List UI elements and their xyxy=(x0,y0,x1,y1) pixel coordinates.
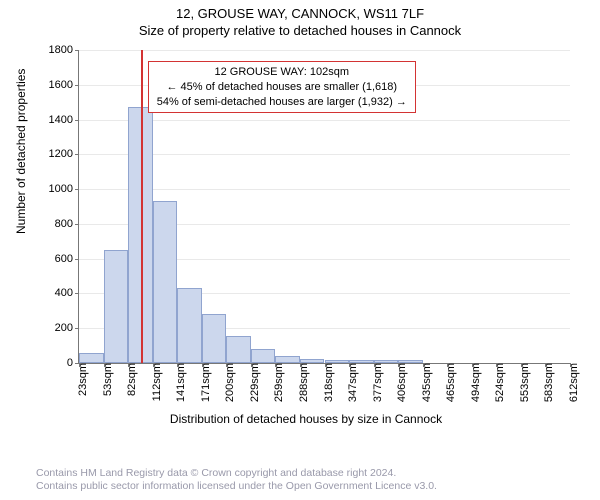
x-tick-label: 141sqm xyxy=(173,363,187,402)
x-tick-label: 435sqm xyxy=(419,363,433,402)
histogram-bar xyxy=(398,360,423,363)
y-axis-label: Number of detached properties xyxy=(14,69,28,234)
x-tick-label: 406sqm xyxy=(394,363,408,402)
gridline xyxy=(79,154,570,155)
x-tick-label: 494sqm xyxy=(468,363,482,402)
property-marker-line xyxy=(141,50,143,363)
x-axis-label: Distribution of detached houses by size … xyxy=(32,412,580,426)
page-title-line2: Size of property relative to detached ho… xyxy=(0,21,600,42)
annotation-line: 12 GROUSE WAY: 102sqm xyxy=(157,65,407,80)
x-tick-label: 23sqm xyxy=(75,363,89,396)
gridline xyxy=(79,189,570,190)
histogram-bar xyxy=(153,201,178,363)
histogram-bar xyxy=(226,336,251,363)
x-tick-label: 82sqm xyxy=(124,363,138,396)
gridline xyxy=(79,120,570,121)
x-tick-label: 53sqm xyxy=(100,363,114,396)
annotation-box: 12 GROUSE WAY: 102sqm← 45% of detached h… xyxy=(148,61,416,114)
x-tick-label: 583sqm xyxy=(541,363,555,402)
x-tick-label: 465sqm xyxy=(443,363,457,402)
y-tick-label: 200 xyxy=(55,322,79,334)
x-tick-label: 259sqm xyxy=(271,363,285,402)
histogram-bar xyxy=(251,349,276,363)
footer-line: Contains HM Land Registry data © Crown c… xyxy=(36,467,437,481)
x-tick-label: 377sqm xyxy=(370,363,384,402)
footer-line: Contains public sector information licen… xyxy=(36,480,437,494)
y-tick-label: 1800 xyxy=(49,44,79,56)
annotation-line: ← 45% of detached houses are smaller (1,… xyxy=(157,80,407,95)
gridline xyxy=(79,50,570,51)
x-tick-label: 524sqm xyxy=(492,363,506,402)
y-tick-label: 1200 xyxy=(49,148,79,160)
page-title-line1: 12, GROUSE WAY, CANNOCK, WS11 7LF xyxy=(0,0,600,21)
histogram-bar xyxy=(79,353,104,363)
chart-container: Number of detached properties 0200400600… xyxy=(32,44,580,424)
y-tick-label: 400 xyxy=(55,287,79,299)
x-tick-label: 612sqm xyxy=(566,363,580,402)
histogram-bar xyxy=(275,356,300,363)
footer-attribution: Contains HM Land Registry data © Crown c… xyxy=(36,467,437,494)
y-tick-label: 800 xyxy=(55,218,79,230)
y-tick-label: 1000 xyxy=(49,183,79,195)
histogram-bar xyxy=(202,314,227,363)
histogram-bar xyxy=(177,288,202,363)
x-tick-label: 553sqm xyxy=(517,363,531,402)
x-tick-label: 318sqm xyxy=(321,363,335,402)
histogram-bar xyxy=(300,359,325,363)
y-tick-label: 1600 xyxy=(49,79,79,91)
x-tick-label: 112sqm xyxy=(149,363,163,401)
histogram-bar xyxy=(374,360,399,363)
x-tick-label: 229sqm xyxy=(247,363,261,402)
x-tick-label: 347sqm xyxy=(345,363,359,402)
x-tick-label: 288sqm xyxy=(296,363,310,402)
plot-area: 02004006008001000120014001600180023sqm53… xyxy=(78,50,570,364)
histogram-bar xyxy=(325,360,350,363)
histogram-bar xyxy=(104,250,129,363)
annotation-line: 54% of semi-detached houses are larger (… xyxy=(157,95,407,110)
y-tick-label: 600 xyxy=(55,253,79,265)
histogram-bar xyxy=(349,360,374,363)
x-tick-label: 171sqm xyxy=(198,363,212,402)
x-tick-label: 200sqm xyxy=(222,363,236,402)
y-tick-label: 1400 xyxy=(49,114,79,126)
